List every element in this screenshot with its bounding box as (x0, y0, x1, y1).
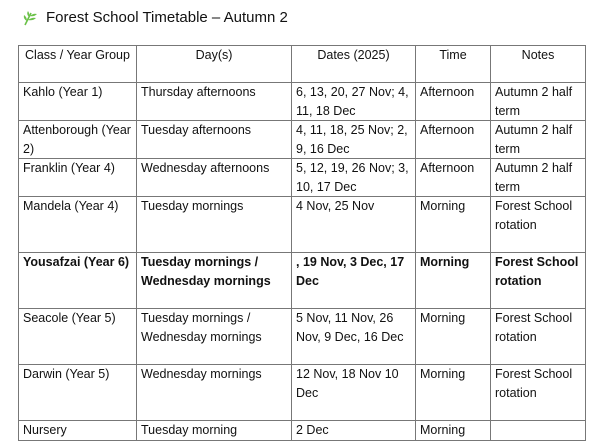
header-dates: Dates (2025) (291, 45, 416, 83)
cell-dates: 4, 11, 18, 25 Nov; 2, 9, 16 Dec (291, 120, 416, 159)
header-days: Day(s) (136, 45, 292, 83)
cell-time: Afternoon (415, 82, 491, 121)
cell-days: Wednesday afternoons (136, 158, 292, 197)
cell-class: Attenborough (Year 2) (18, 120, 137, 159)
cell-days: Tuesday mornings / Wednesday mornings (136, 252, 292, 309)
cell-class: Nursery (18, 420, 137, 441)
cell-notes: Autumn 2 half term (490, 120, 586, 159)
cell-notes (490, 420, 586, 441)
cell-time: Morning (415, 196, 491, 253)
cell-class: Yousafzai (Year 6) (18, 252, 137, 309)
cell-class: Franklin (Year 4) (18, 158, 137, 197)
table-row: Yousafzai (Year 6) Tuesday mornings / Wed… (18, 252, 586, 309)
cell-days: Tuesday mornings (136, 196, 292, 253)
header-notes: Notes (490, 45, 586, 83)
cell-notes: Forest School rotation (490, 364, 586, 421)
cell-time: Afternoon (415, 158, 491, 197)
table-row: Darwin (Year 5) Wednesday mornings 12 Nov,… (18, 364, 586, 421)
cell-time: Morning (415, 364, 491, 421)
cell-time: Afternoon (415, 120, 491, 159)
header-row: Class / Year Group Day(s) Dates (2025) T… (18, 45, 586, 83)
cell-time: Morning (415, 252, 491, 309)
cell-dates: 4 Nov, 25 Nov (291, 196, 416, 253)
timetable: Class / Year Group Day(s) Dates (2025) T… (18, 45, 586, 441)
cell-class: Kahlo (Year 1) (18, 82, 137, 121)
cell-dates: 12 Nov, 18 Nov 10 Dec (291, 364, 416, 421)
table-row: Mandela (Year 4) Tuesday mornings 4 Nov, 2… (18, 196, 586, 253)
cell-dates: 5 Nov, 11 Nov, 26 Nov, 9 Dec, 16 Dec (291, 308, 416, 365)
header-time: Time (415, 45, 491, 83)
cell-notes: Forest School rotation (490, 308, 586, 365)
cell-days: Tuesday afternoons (136, 120, 292, 159)
table-row: Franklin (Year 4) Wednesday afternoons 5, … (18, 158, 586, 197)
cell-dates: , 19 Nov, 3 Dec, 17 Dec (291, 252, 416, 309)
title-text: Forest School Timetable – Autumn 2 (46, 9, 288, 26)
cell-dates: 5, 12, 19, 26 Nov; 3, 10, 17 Dec (291, 158, 416, 197)
cell-days: Thursday afternoons (136, 82, 292, 121)
cell-time: Morning (415, 420, 491, 441)
cell-notes: Autumn 2 half term (490, 82, 586, 121)
leaf-icon (23, 10, 37, 25)
cell-class: Mandela (Year 4) (18, 196, 137, 253)
cell-days: Wednesday mornings (136, 364, 292, 421)
cell-class: Darwin (Year 5) (18, 364, 137, 421)
cell-dates: 6, 13, 20, 27 Nov; 4, 11, 18 Dec (291, 82, 416, 121)
cell-notes: Forest School rotation (490, 252, 586, 309)
cell-notes: Autumn 2 half term (490, 158, 586, 197)
table-row: Nursery Tuesday morning 2 Dec Morning (18, 420, 586, 441)
table-row: Kahlo (Year 1) Thursday afternoons 6, 13, … (18, 82, 586, 121)
document-title: Forest School Timetable – Autumn 2 (22, 9, 288, 26)
cell-notes: Forest School rotation (490, 196, 586, 253)
table-row: Seacole (Year 5) Tuesday mornings / Wedne… (18, 308, 586, 365)
header-class: Class / Year Group (18, 45, 137, 83)
cell-time: Morning (415, 308, 491, 365)
table-row: Attenborough (Year 2) Tuesday afternoons 4… (18, 120, 586, 159)
cell-dates: 2 Dec (291, 420, 416, 441)
cell-class: Seacole (Year 5) (18, 308, 137, 365)
cell-days: Tuesday mornings / Wednesday mornings (136, 308, 292, 365)
cell-days: Tuesday morning (136, 420, 292, 441)
